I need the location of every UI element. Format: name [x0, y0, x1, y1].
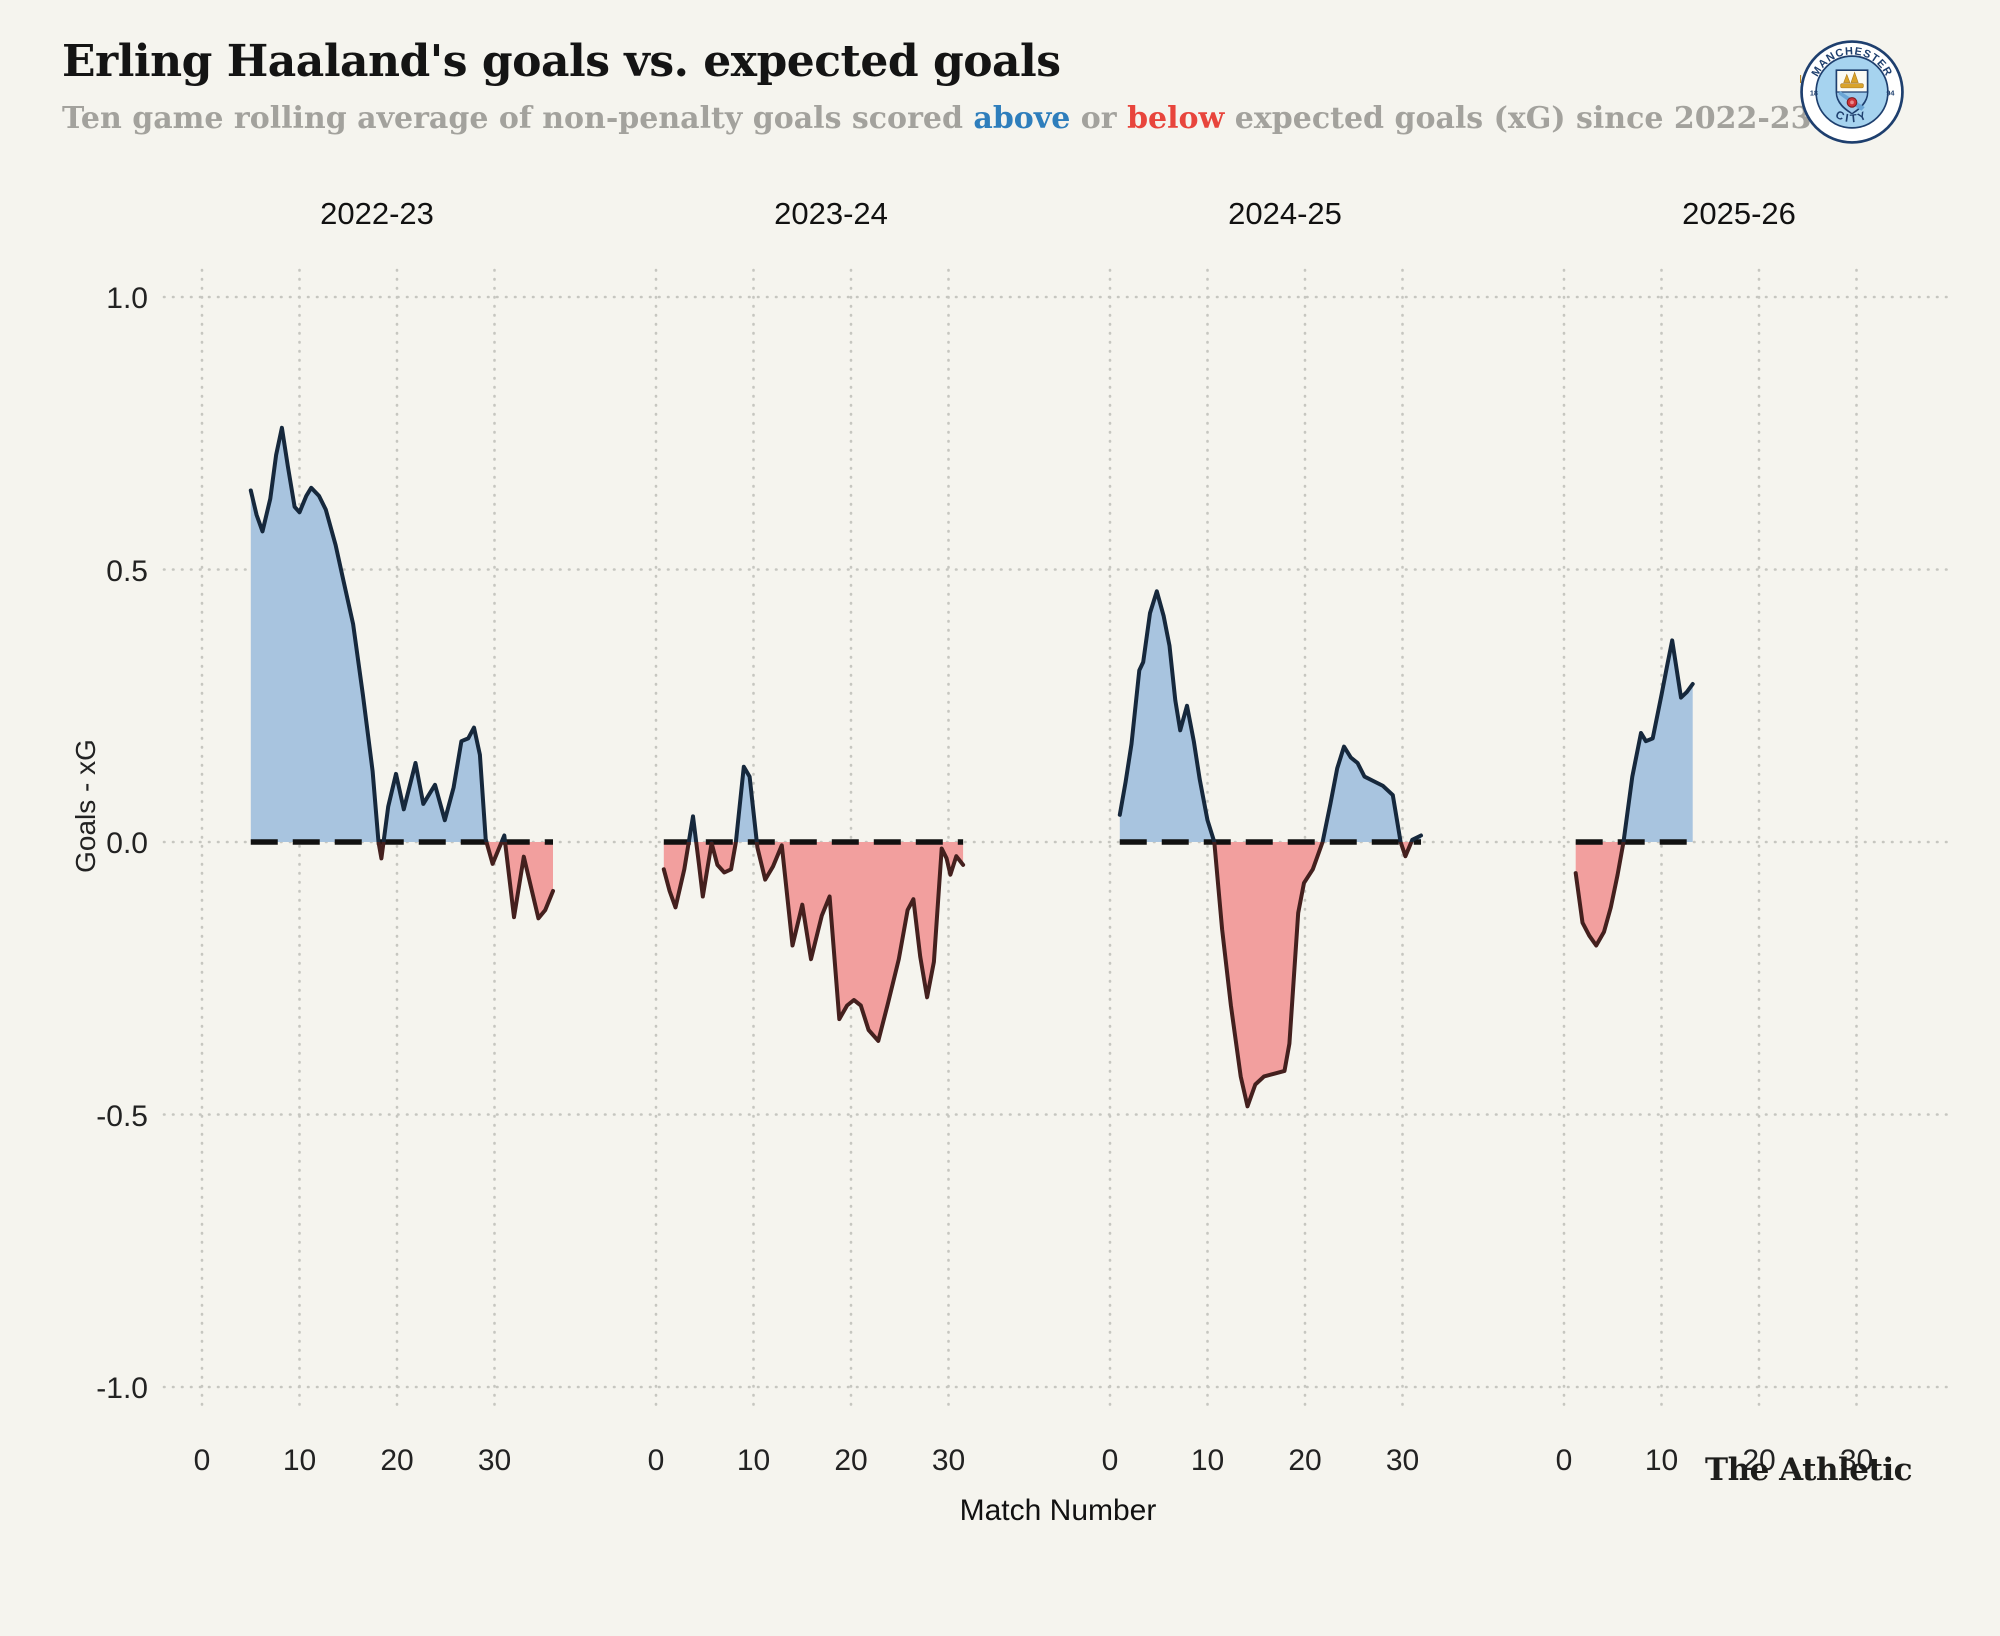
chart-subtitle: Ten game rolling average of non-penalty …	[62, 101, 1960, 136]
y-tick-1.0: 1.0	[106, 282, 148, 315]
season-panel-2025-26: 0 10 20 30	[1556, 268, 1874, 1477]
trend-line-below	[661, 842, 966, 1043]
y-tick--1.0: -1.0	[96, 1372, 148, 1405]
vertical-gridlines	[654, 268, 950, 1412]
panels-stack: 0 10 20 30 0 10 20 30 0 10 20 30 0 10 20 30	[162, 242, 1954, 1492]
season-title-2025-26: 2025-26	[1682, 196, 1796, 231]
vertical-gridlines	[1108, 268, 1404, 1412]
svg-text:0: 0	[194, 1444, 211, 1477]
panels-column: 2022-23 2023-24 2024-25 2025-26 0 10 20 30 0…	[162, 196, 1954, 1528]
svg-text:0: 0	[648, 1444, 665, 1477]
x-tick-labels: 0 10 20 30	[648, 1444, 966, 1477]
svg-text:30: 30	[478, 1444, 511, 1477]
season-title-2023-24: 2023-24	[774, 196, 888, 231]
svg-text:20: 20	[1288, 1444, 1321, 1477]
area-above-xg	[250, 427, 553, 842]
svg-text:0: 0	[1556, 1444, 1573, 1477]
svg-text:20: 20	[380, 1444, 413, 1477]
trend-line-above	[1117, 589, 1423, 842]
x-tick-labels: 0 10 20 30	[194, 1444, 512, 1477]
svg-text:30: 30	[932, 1444, 965, 1477]
svg-text:94: 94	[1886, 89, 1894, 98]
svg-text:10: 10	[737, 1444, 770, 1477]
y-axis-tick-labels: 1.0 0.5 0.0 -0.5 -1.0	[96, 196, 162, 1528]
svg-text:10: 10	[1191, 1444, 1224, 1477]
y-tick--0.5: -0.5	[96, 1099, 148, 1133]
area-below-xg	[1575, 842, 1693, 946]
area-below-xg	[1119, 842, 1421, 1107]
svg-text:20: 20	[1742, 1444, 1775, 1477]
brand-footer: The Athletic	[1705, 1452, 1912, 1488]
trend-line-above	[248, 425, 508, 842]
x-axis-title: Match Number	[959, 1494, 1157, 1527]
subtitle-pre: Ten game rolling average of non-penalty …	[62, 101, 974, 136]
area-below-xg	[250, 842, 553, 919]
season-titles-row: 2022-23 2023-24 2024-25 2025-26	[162, 196, 1954, 232]
page-title: Erling Haaland's goals vs. expected goal…	[62, 36, 1061, 87]
trend-line-below	[1573, 842, 1626, 948]
vertical-gridlines	[1562, 268, 1858, 1412]
page: Erling Haaland's goals vs. expected goal…	[56, 36, 1960, 1528]
x-tick-labels: 0 10 20 30	[1102, 1444, 1420, 1477]
trend-line-above	[1621, 638, 1695, 842]
season-panel-2023-24: 0 10 20 30	[648, 268, 966, 1477]
x-tick-labels: 0 10 20 30	[1556, 1444, 1874, 1477]
svg-text:10: 10	[1645, 1444, 1678, 1477]
header: Erling Haaland's goals vs. expected goal…	[56, 36, 1960, 178]
subtitle-or-word: or	[1070, 101, 1128, 136]
vertical-gridlines	[200, 268, 496, 1412]
chart-area: Goals - xG 1.0 0.5 0.0 -0.5 -1.0 2022-23 202…	[56, 196, 1960, 1528]
svg-text:30: 30	[1386, 1444, 1419, 1477]
subtitle-post: expected goals (xG) since 2022-23	[1224, 101, 1812, 136]
manchester-city-crest-icon: MANCHESTER CITY 18 94	[1800, 40, 1904, 144]
trend-line-below	[376, 842, 555, 921]
svg-text:CITY: CITY	[1833, 109, 1870, 125]
svg-text:10: 10	[283, 1444, 316, 1477]
season-panel-2024-25: 0 10 20 30	[1102, 268, 1423, 1477]
panels-row: 0 10 20 30 0 10 20 30 0 10 20 30 0 10 20 30	[162, 242, 1954, 1492]
season-title-2022-23: 2022-23	[320, 196, 434, 231]
svg-text:30: 30	[1840, 1444, 1873, 1477]
y-tick-0.5: 0.5	[106, 554, 148, 588]
area-below-xg	[663, 842, 964, 1041]
subtitle-below-word: below	[1127, 101, 1225, 136]
trend-line-below	[1212, 842, 1414, 1109]
area-above-xg	[1119, 591, 1421, 842]
svg-text:20: 20	[834, 1444, 867, 1477]
subtitle-above-word: above	[973, 101, 1071, 136]
svg-text:18: 18	[1810, 89, 1818, 98]
season-title-2024-25: 2024-25	[1228, 196, 1342, 231]
svg-text:0: 0	[1102, 1444, 1119, 1477]
y-tick-0.0: 0.0	[106, 827, 148, 860]
season-panel-2022-23: 0 10 20 30	[194, 268, 555, 1477]
y-axis-title-wrap: Goals - xG	[56, 196, 101, 1528]
